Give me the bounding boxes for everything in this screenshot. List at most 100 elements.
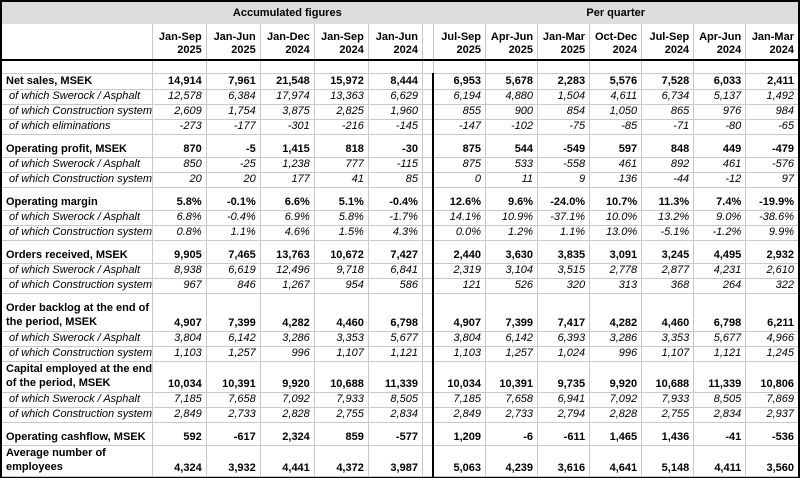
- group-header-row: Accumulated figures Per quarter: [2, 2, 798, 24]
- cell-value: 2,319: [433, 263, 487, 279]
- cell-value: 14.1%: [433, 210, 487, 226]
- cell-value: 3,091: [589, 247, 643, 264]
- cell-value: -85: [589, 119, 643, 135]
- cell-value: [746, 240, 798, 247]
- cell-value: [589, 422, 643, 429]
- cell-value: -216: [314, 119, 369, 135]
- spacer-row: [2, 422, 798, 429]
- cell-value: 6,798: [368, 300, 423, 332]
- cell-value: 2,733: [485, 407, 539, 423]
- table-row: of which Swerock / Asphalt 6.8% -0.4% 6.9% 5…: [2, 210, 798, 226]
- accumulated-column-header-1: Jan-Sep 2025: [152, 24, 207, 61]
- cell-value: -102: [485, 119, 539, 135]
- cell-value: 850: [152, 157, 207, 173]
- cell-value: 5.8%: [152, 194, 207, 211]
- cell-value: -115: [368, 157, 423, 173]
- cell-value: 6.9%: [260, 210, 315, 226]
- cell-value: 3,804: [152, 331, 207, 347]
- cell-value: 967: [152, 278, 207, 294]
- cell-value: 3,245: [641, 247, 695, 264]
- spacer-row: [2, 293, 798, 300]
- cell-value: 2,849: [152, 407, 207, 423]
- cell-value: 10,688: [314, 361, 369, 393]
- cell-value: 854: [537, 104, 591, 120]
- row-label: Operating cashflow, MSEK: [2, 429, 153, 446]
- accumulated-column-header-5: Jan-Jun 2024: [368, 24, 423, 61]
- cell-value: [152, 293, 207, 300]
- cell-value: 996: [260, 346, 315, 362]
- cell-value: 7,417: [537, 300, 591, 332]
- cell-value: 7,185: [152, 392, 207, 408]
- cell-value: 5,137: [693, 89, 747, 105]
- cell-value: 7,427: [368, 247, 423, 264]
- cell-value: 7,961: [206, 73, 261, 90]
- section-gap: [422, 429, 435, 446]
- cell-value: -44: [641, 172, 695, 188]
- row-label: Net sales, MSEK: [2, 73, 153, 90]
- cell-value: 136: [589, 172, 643, 188]
- cell-value: 3,804: [433, 331, 487, 347]
- cell-value: 5,576: [589, 73, 643, 90]
- cell-value: 818: [314, 141, 369, 158]
- cell-value: -5: [206, 141, 261, 158]
- cell-value: -576: [745, 157, 798, 173]
- cell-value: 2,755: [314, 407, 369, 423]
- cell-value: 7,528: [641, 73, 695, 90]
- table-row: of which Construction system 2,609 1,754 3,…: [2, 104, 798, 120]
- cell-value: 6,384: [206, 89, 261, 105]
- label-line: Average number of: [6, 446, 106, 459]
- cell-value: -1.7%: [368, 210, 423, 226]
- column-period: Jul-Sep: [441, 31, 481, 43]
- row-label: Capital employed at the end of the period…: [2, 361, 153, 393]
- cell-value: 9.6%: [485, 194, 539, 211]
- quarter-column-header-1: Jul-Sep 2025: [433, 24, 487, 61]
- cell-value: [693, 187, 747, 194]
- row-label: Operating margin: [2, 194, 153, 211]
- cell-value: 1,504: [537, 89, 591, 105]
- cell-value: 7,658: [206, 392, 261, 408]
- cell-value: [314, 422, 369, 429]
- cell-value: 8,505: [368, 392, 423, 408]
- accumulated-column-header-2: Jan-Jun 2025: [206, 24, 261, 61]
- section-gap: [422, 407, 435, 423]
- cell-value: 1,436: [641, 429, 695, 446]
- cell-value: 2,828: [589, 407, 643, 423]
- table-row: Operating profit, MSEK 870 -5 1,415 818 -30 87…: [2, 141, 798, 158]
- cell-value: 1,107: [641, 346, 695, 362]
- cell-value: 9,905: [152, 247, 207, 264]
- cell-value: 6,194: [433, 89, 487, 105]
- cell-value: [693, 422, 747, 429]
- cell-value: 2,794: [537, 407, 591, 423]
- cell-value: 5,148: [641, 445, 695, 477]
- cell-value: 4,460: [641, 300, 695, 332]
- cell-value: 2,932: [745, 247, 798, 264]
- column-period: Jan-Dec: [267, 31, 310, 43]
- cell-value: 526: [485, 278, 539, 294]
- column-year: 2024: [769, 44, 794, 56]
- cell-value: [368, 134, 423, 141]
- cell-value: 1,103: [152, 346, 207, 362]
- cell-value: 2,937: [745, 407, 798, 423]
- cell-value: 0.8%: [152, 225, 207, 241]
- cell-value: [537, 187, 591, 194]
- cell-value: 6,619: [206, 263, 261, 279]
- column-year: 2024: [612, 44, 638, 56]
- column-period: Jul-Sep: [649, 31, 690, 43]
- cell-value: 3,286: [260, 331, 315, 347]
- cell-value: 313: [589, 278, 643, 294]
- section-gap: [422, 240, 435, 247]
- row-label: [2, 240, 153, 247]
- row-label: of which Construction system: [2, 278, 153, 294]
- spacer-row: [2, 240, 798, 247]
- spacer-row: [2, 187, 798, 194]
- section-gap: [422, 225, 435, 241]
- cell-value: 14,914: [152, 73, 207, 90]
- accumulated-column-header-3: Jan-Dec 2024: [260, 24, 315, 61]
- table-row: Net sales, MSEK 14,914 7,961 21,548 15,972 8,…: [2, 73, 798, 90]
- cell-value: -0.4%: [368, 194, 423, 211]
- cell-value: 4.3%: [368, 225, 423, 241]
- cell-value: 597: [589, 141, 643, 158]
- column-year: 2025: [508, 44, 534, 56]
- cell-value: [152, 422, 207, 429]
- table-row: of which Construction system 2,849 2,733 2,…: [2, 407, 798, 423]
